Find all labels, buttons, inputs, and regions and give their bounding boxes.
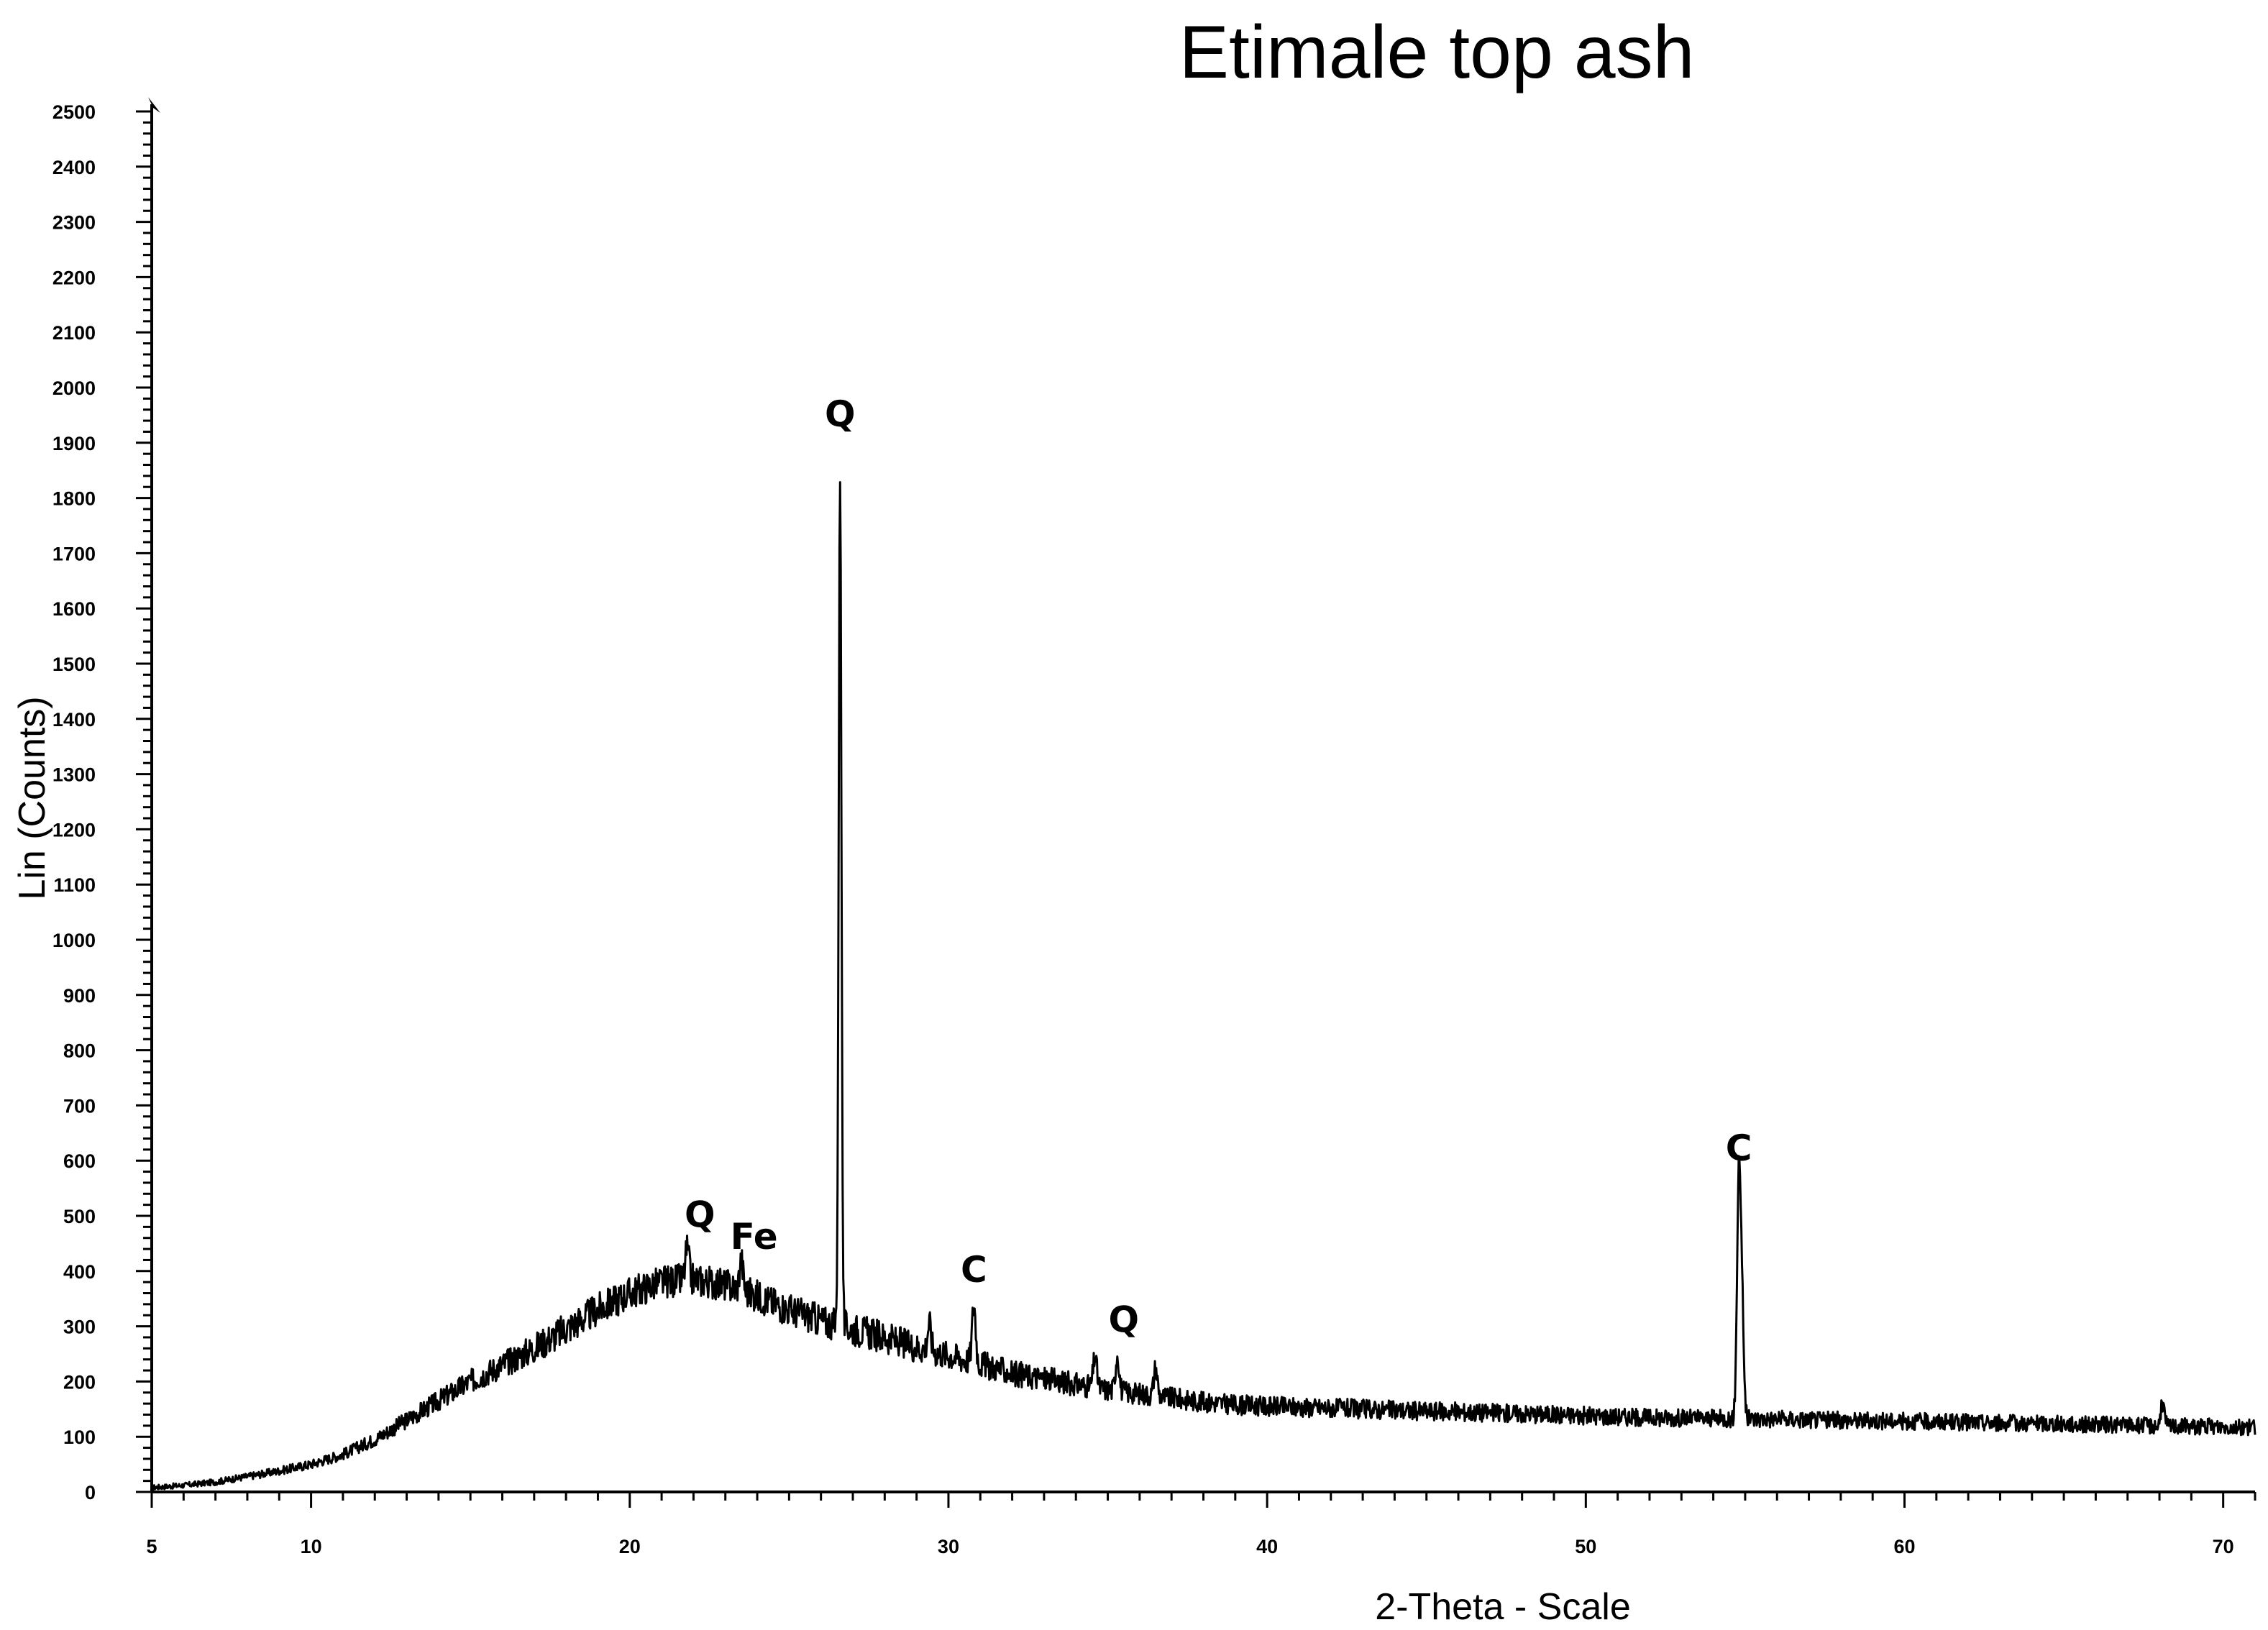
diffraction-trace <box>151 481 2256 1491</box>
x-tick-label: 10 <box>301 1536 322 1557</box>
y-axis: 0 100 200 300 400 500 600 700 800 900 1000 1100 1200… <box>52 97 160 1503</box>
y-tick-label: 400 <box>63 1261 96 1283</box>
y-tick-label: 1400 <box>52 709 96 731</box>
y-axis-arrow <box>148 97 160 113</box>
y-tick-label: 500 <box>63 1206 96 1227</box>
x-tick-label: 70 <box>2213 1536 2234 1557</box>
y-tick-label: 2000 <box>52 377 96 399</box>
y-tick-label: 1300 <box>52 764 96 786</box>
y-tick-label: 2500 <box>52 101 96 123</box>
y-tick-label: 600 <box>63 1150 96 1172</box>
y-tick-label: 2400 <box>52 157 96 178</box>
peak-label: C <box>1726 1127 1752 1169</box>
y-tick-label: 700 <box>63 1095 96 1117</box>
y-axis-title: Lin (Counts) <box>12 696 53 899</box>
chart-title: Etimale top ash <box>1179 11 1695 94</box>
y-tick-label: 100 <box>63 1427 96 1448</box>
y-tick-label: 2200 <box>52 267 96 288</box>
x-tick-label: 40 <box>1256 1536 1278 1557</box>
x-tick-label: 50 <box>1575 1536 1596 1557</box>
y-tick-label: 300 <box>63 1317 96 1338</box>
x-axis: 5 10 20 30 40 50 60 70 <box>146 1491 2256 1557</box>
y-tick-label: 1800 <box>52 488 96 510</box>
y-tick-label: 1700 <box>52 543 96 564</box>
x-tick-label: 20 <box>619 1536 641 1557</box>
y-tick-label: 0 <box>85 1482 96 1503</box>
peak-annotations: Q Q Fe C Q C <box>685 393 1752 1341</box>
y-tick-label: 900 <box>63 985 96 1007</box>
y-tick-label: 1900 <box>52 433 96 454</box>
y-tick-label: 1500 <box>52 654 96 675</box>
x-axis-title: 2-Theta - Scale <box>1375 1586 1631 1628</box>
y-tick-label: 800 <box>63 1040 96 1062</box>
peak-label: Fe <box>731 1216 778 1258</box>
peak-label: Q <box>825 393 856 435</box>
y-tick-label: 1100 <box>53 874 96 896</box>
y-tick-label: 1000 <box>52 930 96 951</box>
y-tick-label: 1200 <box>52 819 96 841</box>
x-tick-label: 5 <box>146 1536 157 1557</box>
plot-area <box>151 481 2256 1491</box>
x-tick-label: 60 <box>1893 1536 1915 1557</box>
peak-label: Q <box>685 1194 715 1235</box>
y-tick-label: 200 <box>63 1371 96 1393</box>
x-tick-label: 30 <box>938 1536 959 1557</box>
peak-label: C <box>961 1249 987 1291</box>
y-tick-label: 2100 <box>52 322 96 344</box>
y-tick-label: 1600 <box>52 598 96 620</box>
y-tick-label: 2300 <box>52 212 96 234</box>
peak-label: Q <box>1108 1299 1139 1340</box>
